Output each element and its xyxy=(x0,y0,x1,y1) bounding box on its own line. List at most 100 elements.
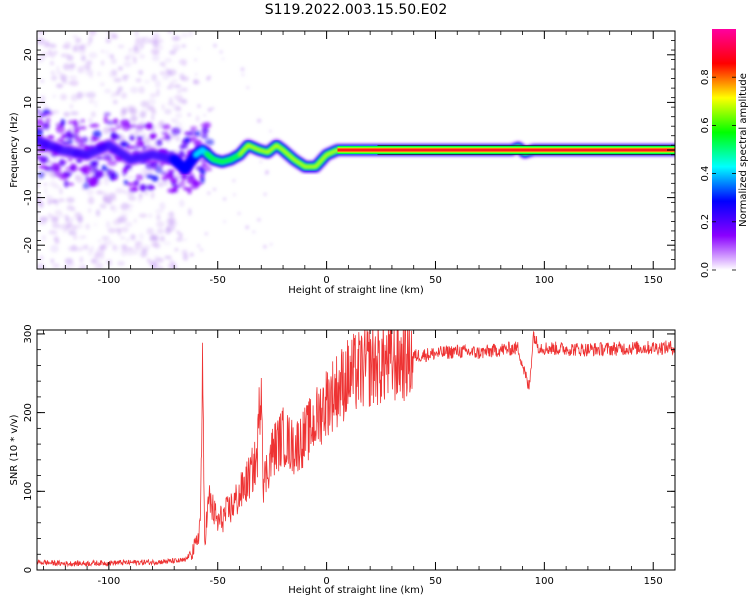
heatmap-blob xyxy=(129,188,138,192)
heatmap-blob xyxy=(100,83,105,87)
heatmap-blob xyxy=(60,94,67,101)
heatmap-blob xyxy=(158,122,162,130)
heatmap-blob xyxy=(35,119,43,126)
heatmap-blob xyxy=(111,69,117,76)
heatmap-blob xyxy=(63,112,69,117)
heatmap-blob xyxy=(270,243,272,245)
heatmap-blob xyxy=(160,71,166,75)
heatmap-blob xyxy=(88,118,92,123)
heatmap-blob xyxy=(213,44,216,47)
heatmap-blob xyxy=(113,100,118,104)
y-tick-label: 200 xyxy=(23,403,34,422)
heatmap-blob xyxy=(113,219,121,225)
heatmap-blob xyxy=(49,181,57,187)
heatmap-blob xyxy=(77,223,83,228)
heatmap-blob xyxy=(63,229,67,233)
heatmap-blob xyxy=(118,66,123,70)
heatmap-blob xyxy=(169,211,174,217)
heatmap-blob xyxy=(129,108,137,115)
heatmap-blob xyxy=(126,237,130,242)
heatmap-blob xyxy=(153,50,160,55)
heatmap-blob xyxy=(77,235,84,239)
heatmap-blob xyxy=(118,45,124,49)
heatmap-blob xyxy=(156,139,162,146)
heatmap-blob xyxy=(120,227,129,233)
heatmap-blob xyxy=(145,124,153,131)
heatmap-blob xyxy=(139,233,145,240)
heatmap-blob xyxy=(151,242,158,247)
y-tick-label: -20 xyxy=(23,237,34,253)
heatmap-blob xyxy=(108,228,117,234)
heatmap-blob xyxy=(142,37,151,44)
heatmap-blob xyxy=(74,213,82,220)
heatmap-blob xyxy=(65,258,74,264)
y-tick-label: 10 xyxy=(23,96,34,109)
spectrogram-heatmap xyxy=(33,28,675,272)
heatmap-blob xyxy=(133,47,141,54)
heatmap-blob xyxy=(220,51,223,54)
heatmap-blob xyxy=(139,54,145,59)
heatmap-blob xyxy=(113,118,118,124)
heatmap-blob xyxy=(176,106,182,111)
heatmap-blob xyxy=(152,175,159,181)
heatmap-blob xyxy=(136,174,144,180)
heatmap-blob xyxy=(212,107,215,110)
heatmap-blob xyxy=(43,183,47,186)
snr-ylabel: SNR (10 * v/v) xyxy=(9,414,20,485)
heatmap-blob xyxy=(112,205,118,213)
heatmap-blob xyxy=(101,50,104,53)
heatmap-blob xyxy=(73,127,79,135)
heatmap-blob xyxy=(233,179,236,182)
heatmap-blob xyxy=(90,166,98,172)
heatmap-blob xyxy=(208,108,212,112)
heatmap-blob xyxy=(180,87,188,92)
heatmap-blob xyxy=(98,191,107,195)
heatmap-blob xyxy=(50,61,54,65)
heatmap-blob xyxy=(134,180,139,186)
heatmap-blob xyxy=(176,237,183,241)
heatmap-blob xyxy=(176,135,180,142)
heatmap-blob xyxy=(123,61,131,67)
y-tick-label: 300 xyxy=(23,324,34,343)
heatmap-blob xyxy=(139,213,147,217)
heatmap-blob xyxy=(264,193,267,196)
heatmap-blob xyxy=(205,139,214,146)
heatmap-blob xyxy=(145,192,148,195)
heatmap-blob xyxy=(124,56,129,60)
heatmap-blob xyxy=(123,203,129,207)
heatmap-blob xyxy=(117,90,120,96)
heatmap-blob xyxy=(85,66,91,71)
heatmap-blob xyxy=(200,176,204,184)
heatmap-blob xyxy=(257,119,261,123)
heatmap-blob xyxy=(89,123,99,127)
heatmap-blob xyxy=(113,244,117,250)
heatmap-blob xyxy=(195,166,203,171)
heatmap-blob xyxy=(56,66,60,74)
heatmap-blob xyxy=(65,81,73,85)
heatmap-blob xyxy=(56,85,63,88)
heatmap-blob xyxy=(104,112,111,116)
heatmap-blob xyxy=(159,202,165,210)
spectrogram-ridge xyxy=(37,141,675,170)
heatmap-blob xyxy=(144,137,150,144)
heatmap-blob xyxy=(181,33,189,37)
heatmap-blob xyxy=(126,145,135,149)
heatmap-blob xyxy=(167,169,176,172)
heatmap-blob xyxy=(164,109,171,115)
heatmap-blob xyxy=(47,49,52,56)
heatmap-blob xyxy=(181,250,188,255)
heatmap-blob xyxy=(105,260,110,264)
heatmap-blob xyxy=(38,172,45,179)
heatmap-blob xyxy=(46,117,50,124)
snr-series-line xyxy=(37,314,675,566)
heatmap-blob xyxy=(140,112,146,118)
heatmap-blob xyxy=(139,140,144,146)
heatmap-blob xyxy=(88,197,95,205)
spectrogram-ylabel: Frequency (Hz) xyxy=(9,112,20,188)
heatmap-blob xyxy=(70,104,73,109)
heatmap-blob xyxy=(183,187,189,190)
x-tick-label: 50 xyxy=(429,275,442,286)
colorbar-tick-label: 0.2 xyxy=(700,214,711,230)
heatmap-blob xyxy=(47,43,54,46)
heatmap-blob xyxy=(179,200,185,208)
